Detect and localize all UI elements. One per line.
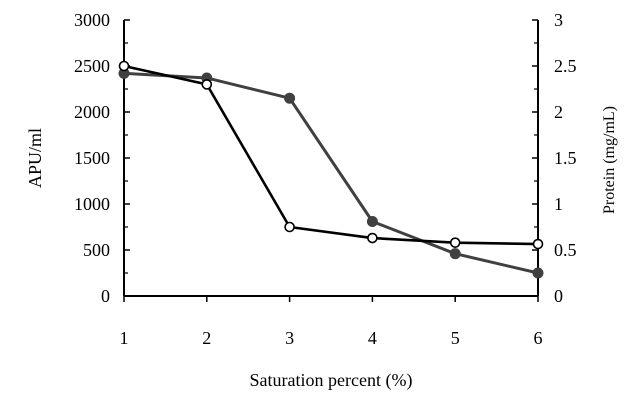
series-2-point [532, 267, 544, 279]
y-tick-label: 1500 [74, 148, 110, 168]
series-2-line [123, 71, 539, 275]
x-tick-label: 3 [285, 328, 294, 348]
axes: 0 500 1000 1500 2000 2500 3000 0 0.5 1 1.5 2 2.5 3 1 2 3… [74, 10, 577, 348]
y-tick-label: 2500 [74, 56, 110, 76]
series-2 [118, 67, 544, 279]
series-2-point [284, 92, 296, 104]
y-tick-label: 500 [83, 240, 110, 260]
y-tick-label: 0 [101, 286, 110, 306]
x-tick-label: 5 [451, 328, 460, 348]
x-axis-title: Saturation percent (%) [250, 370, 413, 391]
y-axis-title: APU/ml [25, 128, 45, 188]
y-tick-label: 3000 [74, 10, 110, 30]
y2-tick-label: 0 [554, 286, 563, 306]
series-1-point [284, 221, 295, 233]
series-layer [118, 60, 544, 279]
y2-tick-label: 2 [554, 102, 563, 122]
series-1-point [532, 238, 544, 250]
x-tick-label: 6 [534, 328, 543, 348]
x-tick-label: 4 [368, 328, 377, 348]
y-tick-label: 2000 [74, 102, 110, 122]
y2-tick-label: 1 [554, 194, 563, 214]
series-2-point [449, 248, 461, 260]
y2-axis-title: Protein (mg/mL) [601, 106, 618, 214]
y2-tick-label: 0.5 [554, 240, 577, 260]
y2-tick-label: 3 [554, 10, 563, 30]
series-1-point [118, 60, 130, 72]
y2-tick-label: 1.5 [554, 148, 577, 168]
series-2-point [366, 215, 378, 227]
series-1-point [367, 232, 378, 244]
series-1 [118, 60, 544, 250]
series-1-point [449, 237, 461, 248]
y2-tick-label: 2.5 [554, 56, 577, 76]
series-1-point [201, 79, 213, 90]
series-1-line [123, 64, 539, 246]
y-tick-label: 1000 [74, 194, 110, 214]
x-tick-label: 2 [202, 328, 211, 348]
x-tick-label: 1 [120, 328, 129, 348]
